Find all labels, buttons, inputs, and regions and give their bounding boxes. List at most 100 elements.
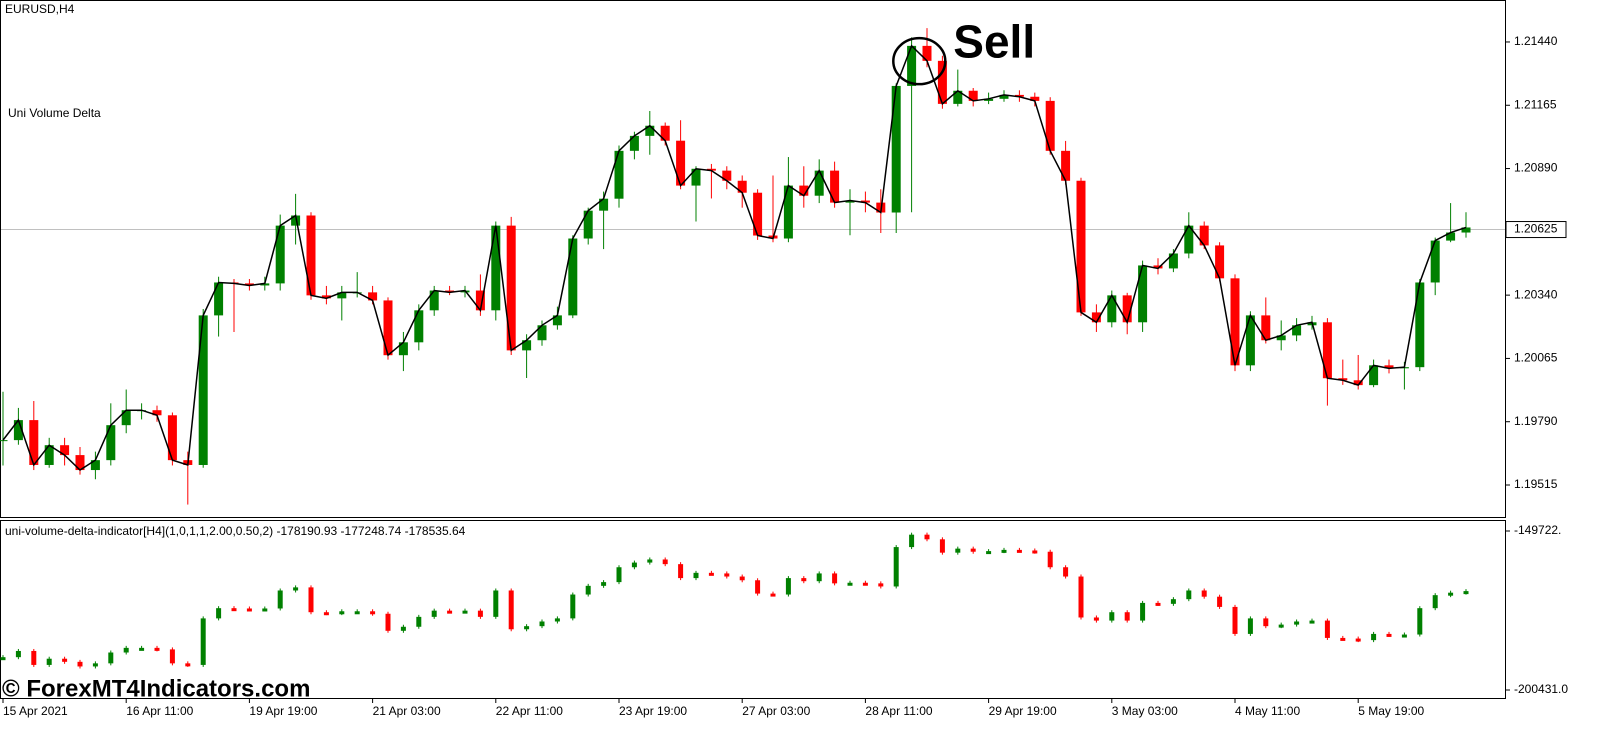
delta-body [185, 663, 191, 667]
y-tick-label: 1.19515 [1514, 477, 1558, 491]
delta-body [1001, 549, 1007, 553]
candle-body [1091, 312, 1101, 323]
candle-body [1261, 315, 1271, 341]
delta-body [1263, 618, 1269, 627]
x-tick-label: 16 Apr 11:00 [126, 704, 193, 718]
delta-body [1294, 621, 1300, 625]
delta-body [139, 647, 145, 651]
delta-body [262, 608, 268, 612]
x-tick-label: 5 May 19:00 [1358, 704, 1424, 718]
candle-body [891, 85, 901, 213]
delta-body [200, 618, 206, 665]
candle-body [244, 283, 254, 286]
candle-body [583, 210, 593, 239]
indicator-panel [0, 520, 1506, 699]
delta-body [785, 578, 791, 595]
candle-body [152, 410, 162, 416]
delta-body [955, 548, 961, 553]
delta-body [924, 534, 930, 540]
candle-body [13, 420, 23, 441]
indicator-title: uni-volume-delta-indicator[H4](1,0,1,1,2… [5, 524, 466, 538]
delta-body [62, 658, 68, 662]
candle-body [830, 170, 840, 203]
delta-body [1247, 618, 1253, 634]
delta-body [46, 658, 52, 665]
candle-body [291, 215, 301, 226]
delta-body [739, 576, 745, 581]
candle-body [306, 215, 316, 296]
candle-body [645, 125, 655, 136]
delta-body [647, 559, 653, 563]
candle-body [106, 425, 116, 461]
delta-body [1371, 633, 1377, 641]
candle-body [445, 290, 455, 293]
delta-body [123, 647, 129, 653]
candle-body [260, 283, 270, 286]
candle-body [629, 135, 639, 151]
candle-body [552, 315, 562, 326]
candle-body [907, 45, 917, 86]
delta-body [539, 621, 545, 627]
delta-body [400, 626, 406, 631]
candle-body [860, 200, 870, 203]
candle-body [1153, 265, 1163, 269]
x-tick-label: 22 Apr 11:00 [496, 704, 563, 718]
indicator-name: Uni Volume Delta [8, 106, 101, 120]
candle-body [599, 198, 609, 211]
candle-body [1045, 100, 1055, 151]
candle-body [368, 292, 378, 301]
delta-body [1340, 637, 1346, 641]
y-tick-label: -200431.0 [1514, 682, 1568, 696]
candle-body [1322, 322, 1332, 379]
delta-body [493, 590, 499, 617]
delta-body [385, 613, 391, 631]
close-line [2, 44, 1467, 472]
candle-body [1138, 265, 1148, 323]
x-tick-label: 15 Apr 2021 [3, 704, 68, 718]
x-tick-label: 28 Apr 11:00 [865, 704, 932, 718]
delta-body [1355, 638, 1361, 642]
delta-body [816, 573, 822, 582]
candle-body [999, 94, 1009, 99]
y-tick-label: 1.21440 [1514, 34, 1558, 48]
delta-body [339, 611, 345, 615]
candle-body [537, 325, 547, 341]
candle-body [337, 292, 347, 299]
delta-body [524, 626, 530, 630]
candle-body [1230, 278, 1240, 366]
candle-body [275, 225, 285, 284]
y-tick-label: 1.20065 [1514, 351, 1558, 365]
delta-body [601, 582, 607, 586]
delta-body [108, 652, 114, 664]
x-tick-label: 3 May 03:00 [1112, 704, 1178, 718]
candle-body [44, 445, 54, 465]
delta-body [970, 548, 976, 552]
delta-body [1201, 590, 1207, 597]
candle-body [414, 310, 424, 343]
candle-body [937, 60, 947, 104]
delta-body [662, 559, 668, 565]
y-tick-label: 1.19790 [1514, 414, 1558, 428]
chart-title: EURUSD,H4 [5, 2, 75, 16]
delta-body [616, 567, 622, 583]
candle-body [60, 445, 70, 456]
x-tick-label: 4 May 11:00 [1235, 704, 1300, 718]
delta-body [1124, 612, 1130, 621]
candle-body [783, 185, 793, 239]
y-tick-label: 1.20340 [1514, 287, 1558, 301]
delta-body [554, 618, 560, 622]
candle-body [706, 168, 716, 171]
delta-body [1093, 617, 1099, 621]
candle-body [1276, 335, 1286, 341]
delta-body [477, 610, 483, 617]
delta-body [939, 539, 945, 553]
delta-body [755, 580, 761, 594]
delta-body [1032, 550, 1038, 554]
candle-body [198, 315, 208, 465]
candle-body [1446, 232, 1456, 241]
x-tick-label: 21 Apr 03:00 [373, 704, 441, 718]
current-price-label: 1.20625 [1514, 222, 1558, 236]
delta-body [154, 647, 160, 651]
x-tick-label: 23 Apr 19:00 [619, 704, 687, 718]
